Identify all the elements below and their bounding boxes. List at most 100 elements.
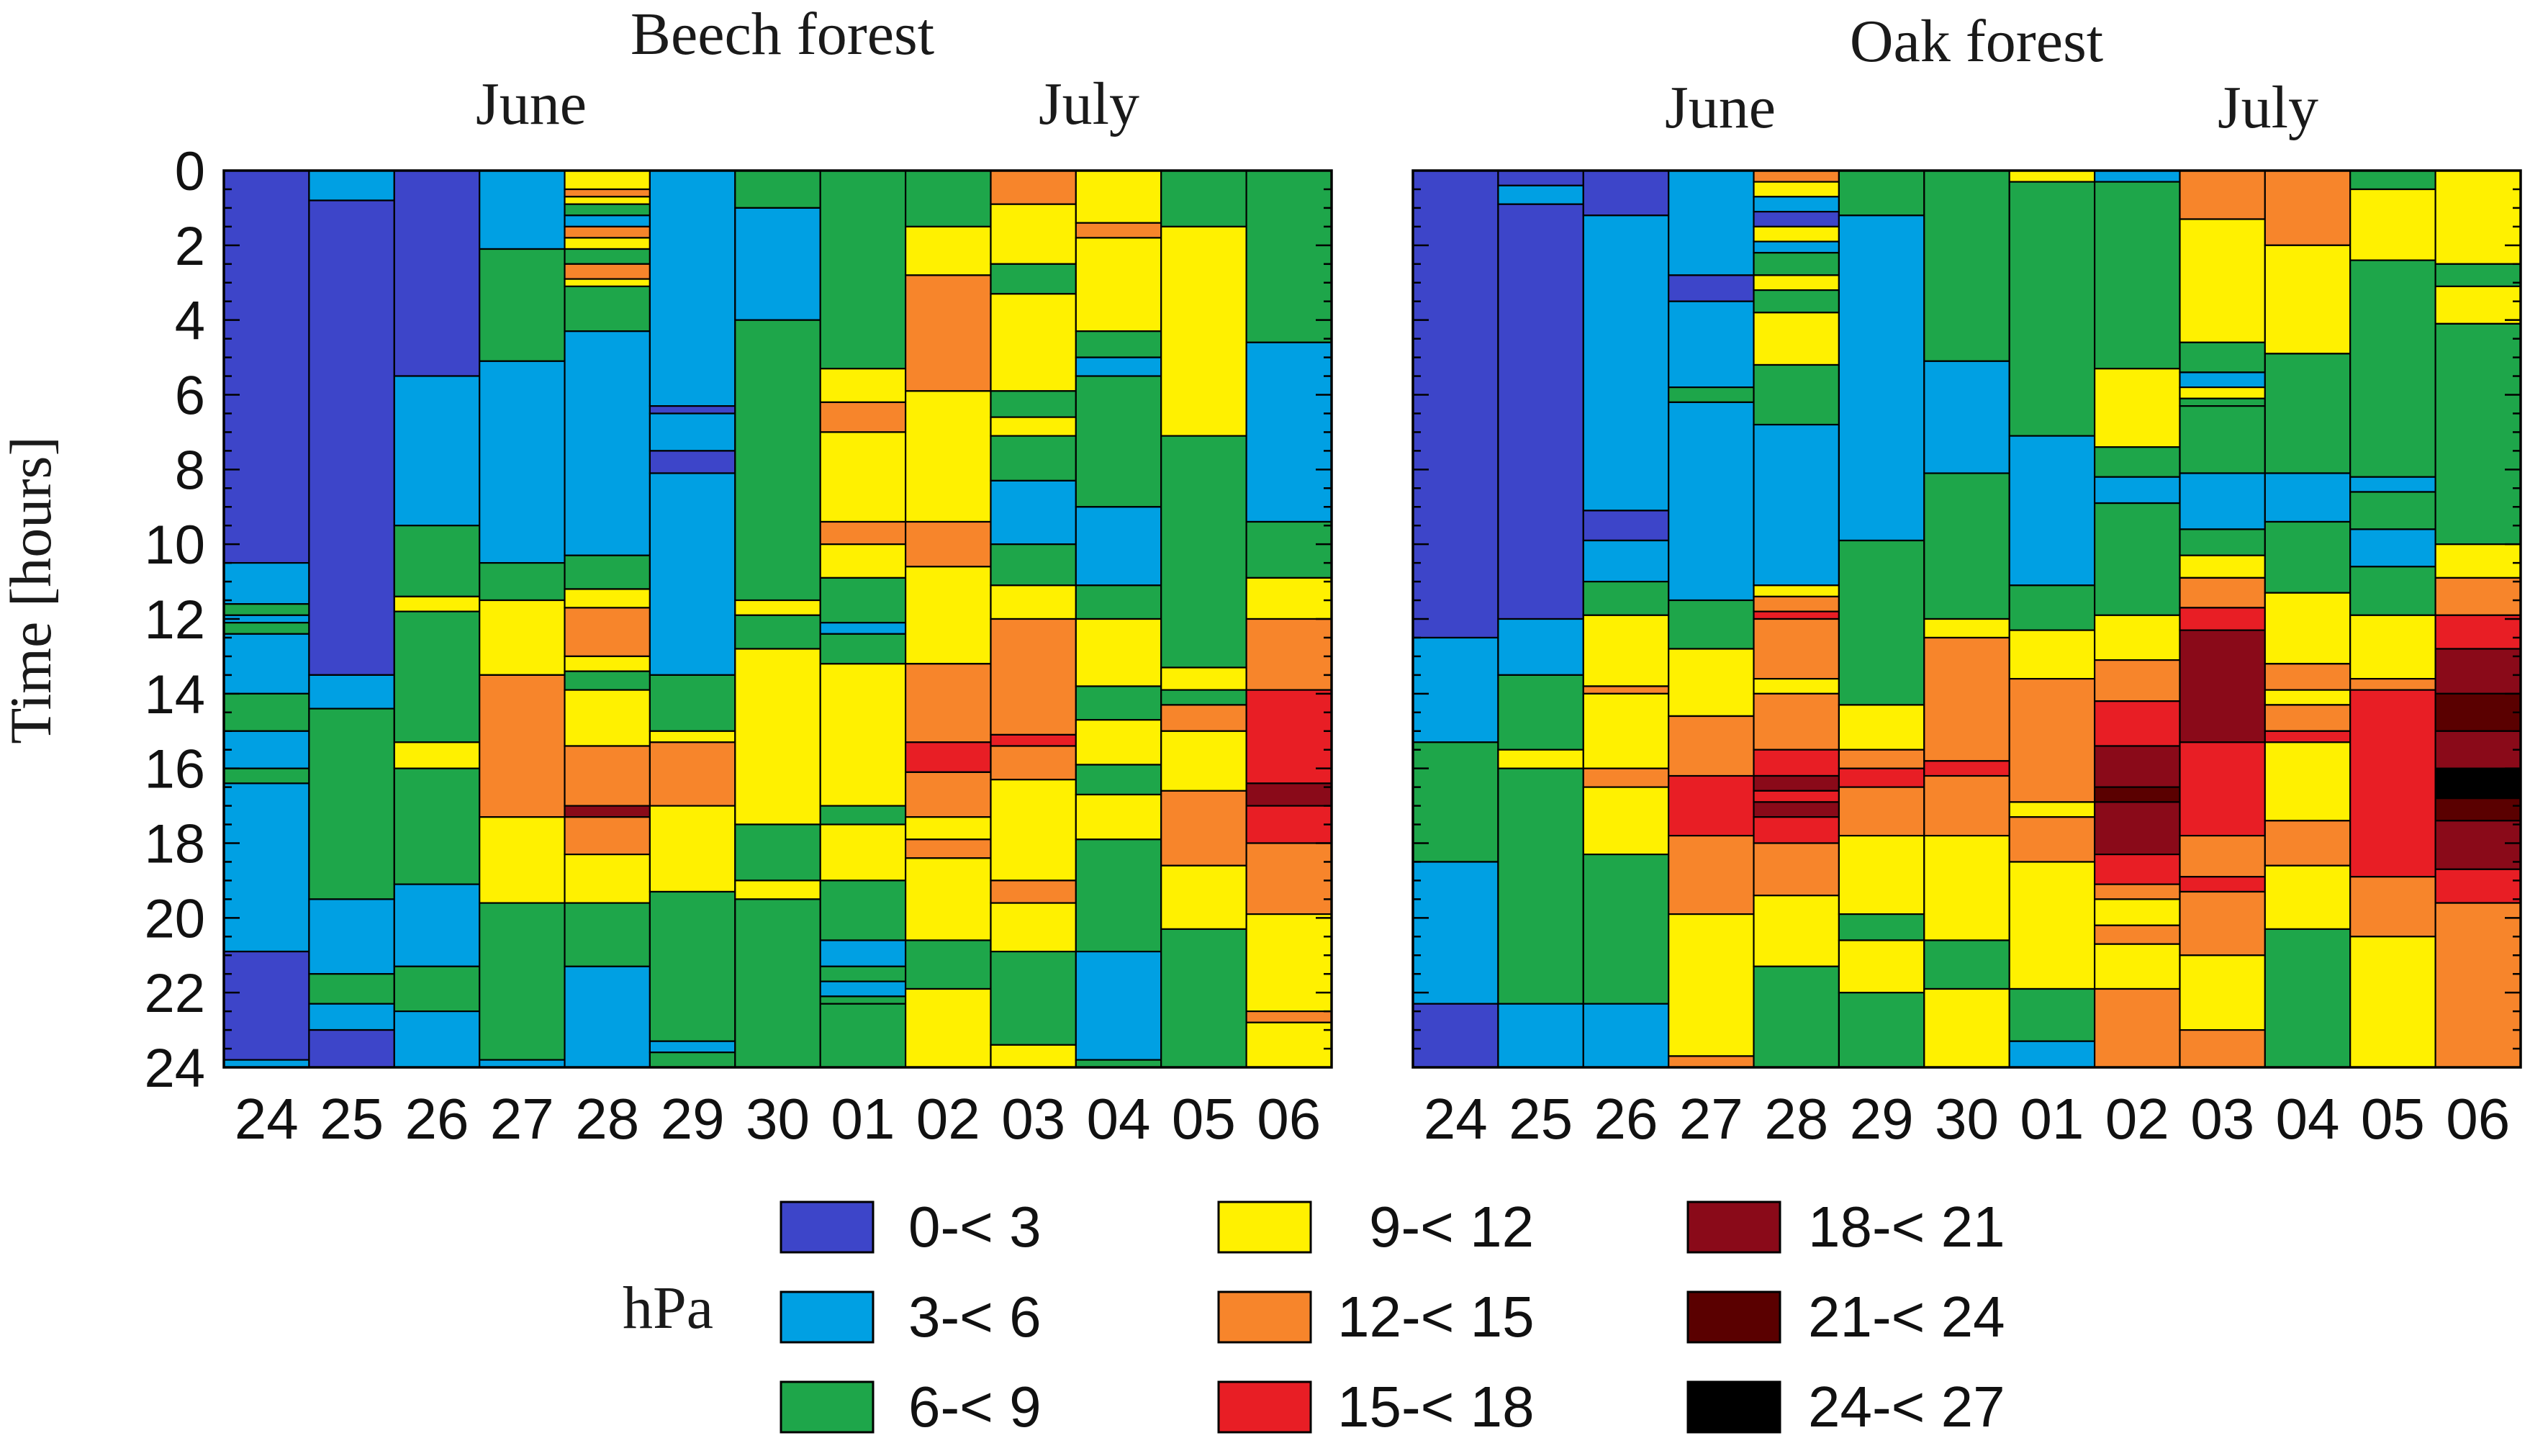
heatmap-cell (1668, 169, 1755, 276)
heatmap-cell (2179, 386, 2267, 399)
heatmap-cell (734, 169, 821, 209)
heatmap-cell (2349, 689, 2436, 878)
month-label: July (1039, 71, 1139, 137)
heatmap-cell (564, 330, 651, 556)
heatmap-cell (2264, 472, 2352, 523)
heatmap-cell (1753, 225, 1840, 243)
heatmap-cell (1582, 510, 1670, 542)
heatmap-cell (990, 1044, 1078, 1069)
heatmap-cell (1923, 834, 2010, 941)
x-tick-label: 02 (916, 1087, 980, 1151)
heatmap-cell (1160, 169, 1247, 228)
heatmap-cell (2349, 169, 2436, 191)
heatmap-cell (1411, 169, 1499, 639)
heatmap-cell (2094, 898, 2181, 926)
legend-swatch (780, 1380, 875, 1434)
heatmap-cell (819, 576, 907, 624)
heatmap-cell (1245, 689, 1333, 784)
heatmap-cell (904, 939, 992, 990)
heatmap-cell (1753, 895, 1840, 967)
legend-entry: 24-< 27 (1686, 1375, 2005, 1439)
heatmap-cell (2264, 820, 2352, 867)
heatmap-cell (2434, 285, 2522, 325)
heatmap-cell (990, 416, 1078, 437)
heatmap-cell (1582, 786, 1670, 856)
heatmap-cell (2008, 861, 2096, 990)
heatmap-cell (2349, 876, 2436, 938)
legend-label: 12-< 15 (1337, 1285, 1535, 1349)
heatmap-cell (1753, 618, 1840, 680)
heatmap-cell (819, 995, 907, 1005)
heatmap-cell (2264, 520, 2352, 594)
heatmap-cell (308, 973, 395, 1005)
heatmap-cell (1245, 805, 1333, 844)
heatmap-cell (1075, 506, 1162, 587)
heatmap-cell (1245, 913, 1333, 1013)
heatmap-cell (1753, 584, 1840, 597)
heatmap-cell (2094, 659, 2181, 702)
heatmap-cell (564, 670, 651, 691)
heatmap-cell (1753, 240, 1840, 254)
heatmap-cell (2349, 491, 2436, 530)
heatmap-cell (649, 412, 736, 452)
heatmap-cell (1753, 181, 1840, 198)
day-column (479, 169, 566, 1069)
heatmap-cell (222, 561, 310, 605)
y-tick-label: 2 (175, 216, 205, 277)
heatmap-cell (904, 741, 992, 773)
heatmap-cell (1582, 169, 1670, 217)
heatmap-cell (2094, 853, 2181, 885)
heatmap-cell (734, 880, 821, 900)
heatmap-cell (1838, 767, 1925, 788)
legend-swatch (1217, 1290, 1312, 1344)
heatmap-cell (308, 898, 395, 975)
heatmap-cell (1160, 928, 1247, 1069)
heatmap-cell (2094, 700, 2181, 747)
heatmap-cell (649, 404, 736, 415)
heatmap-cell (1923, 774, 2010, 837)
heatmap-cell (1245, 576, 1333, 620)
heatmap-cell (564, 225, 651, 239)
heatmap-cell (2179, 576, 2267, 609)
day-column (2008, 169, 2096, 1069)
heatmap-cell (479, 599, 566, 676)
heatmap-cell (819, 622, 907, 635)
x-tick-label: 03 (1001, 1087, 1065, 1151)
heatmap-cell (2094, 924, 2181, 945)
heatmap-cell (1497, 169, 1584, 186)
heatmap-cell (1753, 774, 1840, 792)
heatmap-cell (1668, 386, 1755, 403)
heatmap-cell (479, 360, 566, 564)
heatmap-cell (2008, 816, 2096, 863)
heatmap-cell (904, 274, 992, 392)
y-tick-label: 10 (144, 515, 205, 576)
heatmap-cell (2179, 607, 2267, 631)
legend-label: 6-< 9 (908, 1375, 1042, 1439)
heatmap-cell (734, 898, 821, 1069)
heatmap-cell (564, 248, 651, 265)
day-column (2179, 169, 2267, 1069)
heatmap-cell (564, 237, 651, 250)
heatmap-cell (1160, 730, 1247, 792)
heatmap-cell (1582, 853, 1670, 1005)
heatmap-cell (2094, 786, 2181, 803)
x-tick-label: 27 (1679, 1087, 1743, 1151)
heatmap-cell (1923, 360, 2010, 474)
heatmap-cell (2434, 648, 2522, 695)
legend-swatch (780, 1200, 875, 1254)
heatmap-cell (2434, 868, 2522, 904)
heatmap-cell (1753, 196, 1840, 213)
heatmap-cell (1075, 356, 1162, 377)
x-tick-label: 28 (575, 1087, 639, 1151)
legend-unit-label: hPa (623, 1275, 713, 1342)
day-column (1411, 169, 1499, 1069)
day-column (1582, 169, 1670, 1069)
heatmap-cell (1753, 749, 1840, 777)
day-column (1497, 169, 1584, 1069)
heatmap-cell (1582, 614, 1670, 687)
legend-label: 18-< 21 (1808, 1195, 2005, 1259)
panels-layer: Beech forest June July 24 25 26 27 28 29 30 01 02 03… (222, 1, 2522, 1151)
x-tick-label: 29 (661, 1087, 725, 1151)
